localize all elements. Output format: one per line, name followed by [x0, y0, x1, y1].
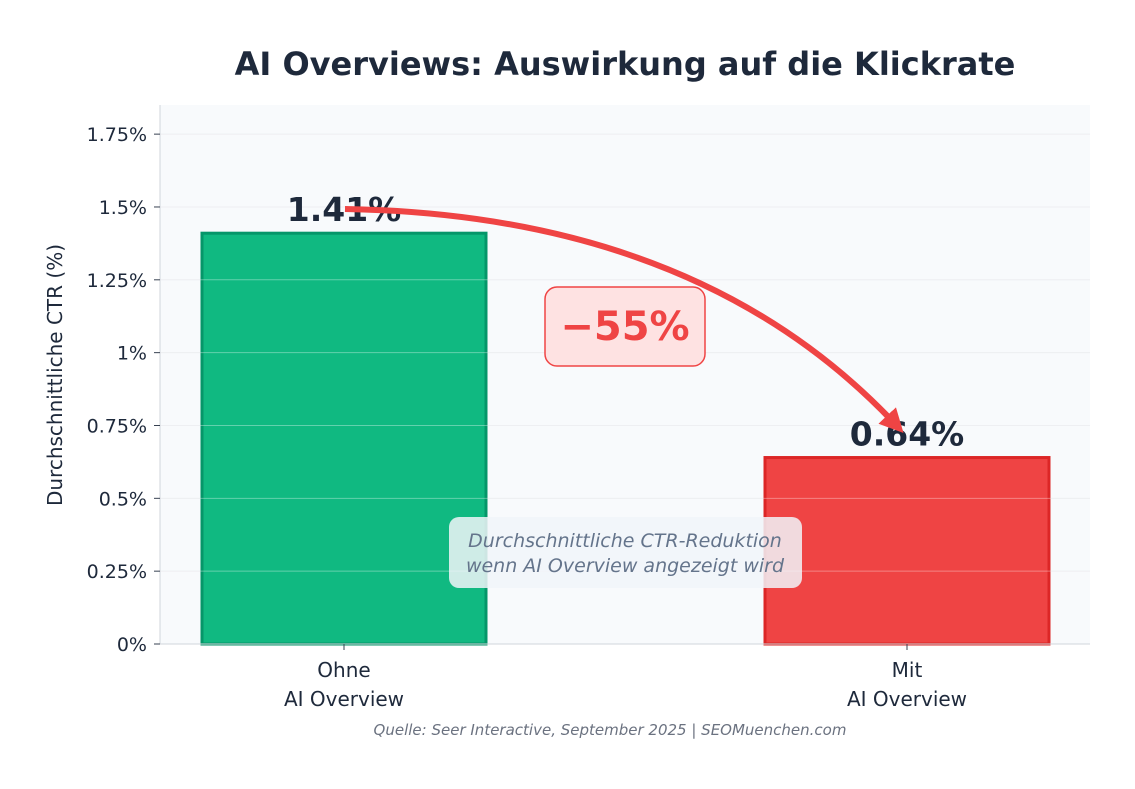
y-tick-label: 0.5% [99, 488, 147, 510]
y-axis-label: Durchschnittliche CTR (%) [43, 244, 67, 506]
y-tick-label: 1% [117, 343, 147, 365]
note-box [449, 517, 802, 588]
x-tick-label: AI Overview [847, 687, 967, 711]
x-tick-label: Ohne [317, 658, 370, 682]
y-tick-label: 0.25% [87, 561, 147, 583]
y-tick-label: 1.25% [87, 270, 147, 292]
bar [200, 231, 488, 646]
y-tick-label: 0.75% [87, 415, 147, 437]
x-tick-label: Mit [892, 658, 923, 682]
y-tick-label: 1.75% [87, 124, 147, 146]
source-note: Quelle: Seer Interactive, September 2025… [374, 721, 847, 739]
y-tick-label: 1.5% [99, 197, 147, 219]
x-tick-label: AI Overview [284, 687, 404, 711]
note-line-1: Durchschnittliche CTR-Reduktion [468, 530, 782, 552]
change-label: −55% [560, 304, 689, 350]
value-label: 0.64% [850, 415, 965, 454]
y-tick-label: 0% [117, 634, 147, 656]
bar [763, 456, 1051, 646]
note-line-2: wenn AI Overview angezeigt wird [466, 555, 785, 577]
chart-title: AI Overviews: Auswirkung auf die Klickra… [235, 45, 1016, 83]
change-arrow [344, 206, 904, 434]
change-badge [544, 286, 706, 367]
